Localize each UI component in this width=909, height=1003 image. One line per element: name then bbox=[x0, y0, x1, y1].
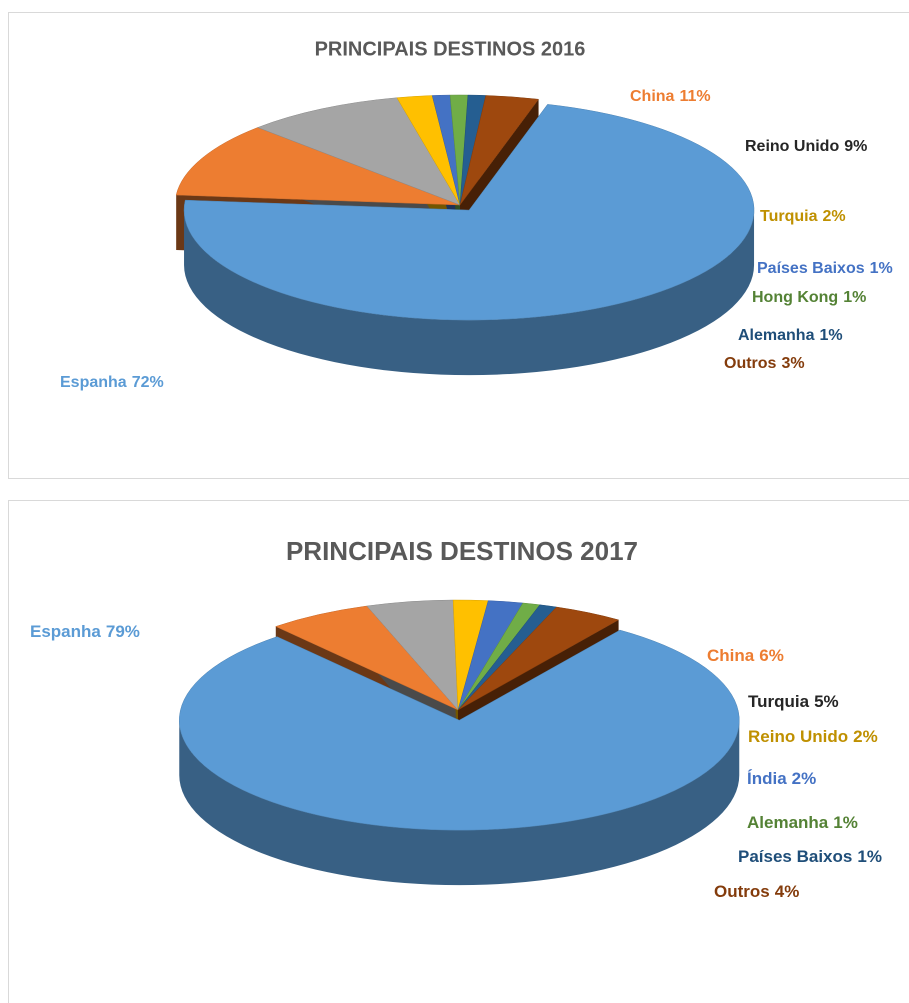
slice-tops bbox=[179, 599, 740, 831]
label-value: 3% bbox=[781, 355, 804, 372]
data-label: Países Baixos 1% bbox=[757, 260, 893, 277]
label-category: Índia bbox=[747, 769, 787, 788]
label-category: Hong Kong bbox=[752, 289, 838, 306]
label-category: Reino Unido bbox=[745, 138, 839, 155]
slice bbox=[459, 95, 540, 206]
data-label: Turquia 5% bbox=[748, 692, 839, 711]
label-category: Turquia bbox=[748, 692, 810, 711]
label-value: 2% bbox=[792, 769, 817, 788]
label-value: 1% bbox=[843, 289, 866, 306]
data-label: Espanha 79% bbox=[30, 622, 140, 641]
label-value: 1% bbox=[870, 260, 893, 277]
label-category: Espanha bbox=[60, 374, 127, 391]
label-value: 2% bbox=[822, 208, 845, 225]
label-category: Turquia bbox=[760, 208, 818, 225]
slice bbox=[457, 606, 620, 711]
label-category: China bbox=[630, 88, 675, 105]
slice bbox=[175, 127, 461, 206]
data-label: Hong Kong 1% bbox=[752, 289, 866, 306]
label-value: 9% bbox=[844, 138, 867, 155]
label-category: Outros bbox=[714, 882, 770, 901]
slice bbox=[183, 104, 755, 321]
data-label: Reino Unido 2% bbox=[748, 727, 878, 746]
slice-tops bbox=[175, 94, 755, 321]
label-category: China bbox=[707, 646, 755, 665]
data-label: Turquia 2% bbox=[760, 208, 846, 225]
data-label: Alemanha 1% bbox=[747, 813, 858, 832]
label-value: 4% bbox=[775, 882, 800, 901]
data-label: Outros 4% bbox=[714, 882, 799, 901]
chart-title: PRINCIPAIS DESTINOS 2016 bbox=[315, 38, 586, 60]
slice-side bbox=[179, 720, 740, 886]
data-label: Índia 2% bbox=[747, 769, 816, 788]
label-value: 1% bbox=[833, 813, 858, 832]
label-value: 5% bbox=[814, 692, 839, 711]
label-value: 1% bbox=[857, 847, 882, 866]
data-label: China 11% bbox=[630, 88, 711, 105]
label-category: Países Baixos bbox=[738, 847, 852, 866]
label-value: 79% bbox=[106, 622, 140, 641]
slice-walls bbox=[179, 720, 740, 886]
label-category: Outros bbox=[724, 355, 777, 372]
label-category: Reino Unido bbox=[748, 727, 848, 746]
data-label: Alemanha 1% bbox=[738, 327, 843, 344]
chart-title: PRINCIPAIS DESTINOS 2017 bbox=[286, 536, 638, 566]
label-value: 2% bbox=[853, 727, 878, 746]
label-value: 1% bbox=[819, 327, 842, 344]
data-label: Outros 3% bbox=[724, 355, 805, 372]
slice bbox=[179, 629, 740, 831]
data-label: Reino Unido 9% bbox=[745, 138, 867, 155]
label-category: Países Baixos bbox=[757, 260, 865, 277]
label-value: 11% bbox=[679, 88, 710, 105]
label-value: 6% bbox=[759, 646, 784, 665]
data-label: Espanha 72% bbox=[60, 374, 164, 391]
label-category: Espanha bbox=[30, 622, 101, 641]
slice bbox=[257, 97, 461, 206]
slice-side bbox=[184, 210, 755, 376]
slice-walls bbox=[184, 210, 755, 376]
data-label: China 6% bbox=[707, 646, 784, 665]
label-category: Alemanha bbox=[738, 327, 815, 344]
data-label: Países Baixos 1% bbox=[738, 847, 882, 866]
label-value: 72% bbox=[132, 374, 164, 391]
label-category: Alemanha bbox=[747, 813, 829, 832]
